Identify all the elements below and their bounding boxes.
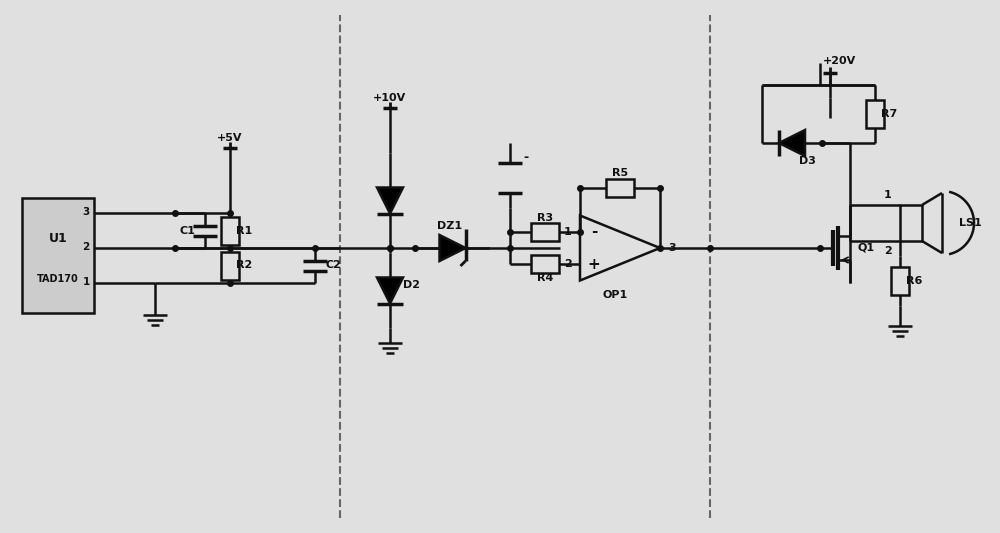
Text: 3: 3 xyxy=(668,243,676,253)
Bar xyxy=(531,255,559,273)
Text: R3: R3 xyxy=(537,213,553,223)
Bar xyxy=(606,179,634,197)
Text: Q1: Q1 xyxy=(857,243,875,253)
Text: R7: R7 xyxy=(881,109,897,119)
Text: C2: C2 xyxy=(325,261,341,271)
Bar xyxy=(531,223,559,241)
Bar xyxy=(900,205,922,241)
Bar xyxy=(866,100,884,128)
Text: -: - xyxy=(591,224,597,239)
Text: R1: R1 xyxy=(236,225,252,236)
Text: DZ1: DZ1 xyxy=(437,221,463,231)
Text: +5V: +5V xyxy=(217,133,243,143)
Text: R5: R5 xyxy=(612,168,628,179)
Text: 1: 1 xyxy=(82,277,90,287)
Bar xyxy=(22,198,94,313)
Text: 2: 2 xyxy=(884,246,892,256)
Text: C1: C1 xyxy=(179,225,195,236)
Bar xyxy=(891,267,909,295)
Text: 2: 2 xyxy=(82,242,90,252)
Polygon shape xyxy=(377,278,403,303)
Text: 1: 1 xyxy=(564,227,572,237)
Text: +20V: +20V xyxy=(823,56,857,66)
Text: 3: 3 xyxy=(82,207,90,217)
Text: +10V: +10V xyxy=(373,93,407,103)
Text: TAD170: TAD170 xyxy=(37,273,79,284)
Text: +: + xyxy=(588,257,600,272)
Text: R6: R6 xyxy=(906,276,922,286)
Text: OP1: OP1 xyxy=(602,289,628,300)
Text: -: - xyxy=(523,151,529,165)
Polygon shape xyxy=(580,215,660,280)
Text: D2: D2 xyxy=(404,280,420,290)
Bar xyxy=(221,216,239,245)
Text: R4: R4 xyxy=(537,273,553,283)
Text: 2: 2 xyxy=(564,259,572,269)
Polygon shape xyxy=(779,130,805,156)
Text: LS1: LS1 xyxy=(959,218,981,228)
Text: D3: D3 xyxy=(799,156,815,166)
Polygon shape xyxy=(377,188,403,214)
Bar xyxy=(221,252,239,279)
Polygon shape xyxy=(440,235,466,261)
Text: 1: 1 xyxy=(884,190,892,200)
Text: R2: R2 xyxy=(236,261,252,271)
Text: U1: U1 xyxy=(49,232,67,245)
